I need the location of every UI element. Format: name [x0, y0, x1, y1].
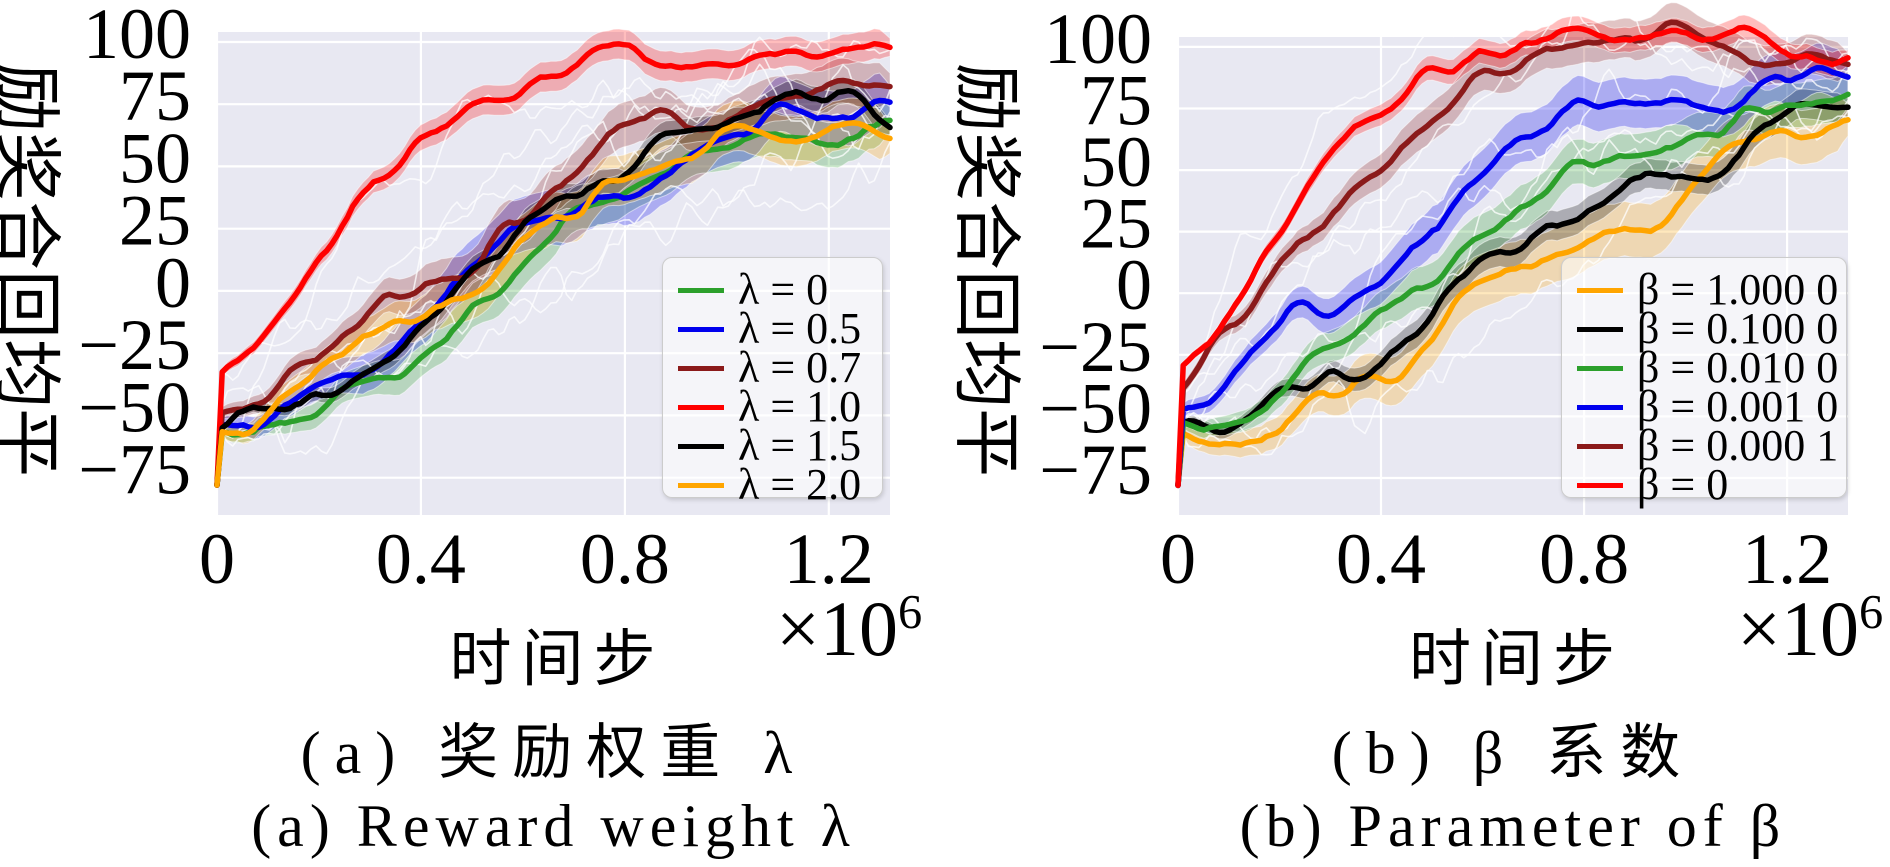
svg-text:0.8: 0.8 [580, 519, 670, 599]
svg-text:0: 0 [199, 519, 235, 599]
svg-text:−75: −75 [78, 430, 191, 510]
svg-text:0.4: 0.4 [376, 519, 466, 599]
svg-text:0: 0 [1160, 519, 1196, 599]
svg-text:0.8: 0.8 [1539, 519, 1629, 599]
svg-text:−75: −75 [1039, 430, 1152, 510]
svg-text:0.4: 0.4 [1336, 519, 1426, 599]
